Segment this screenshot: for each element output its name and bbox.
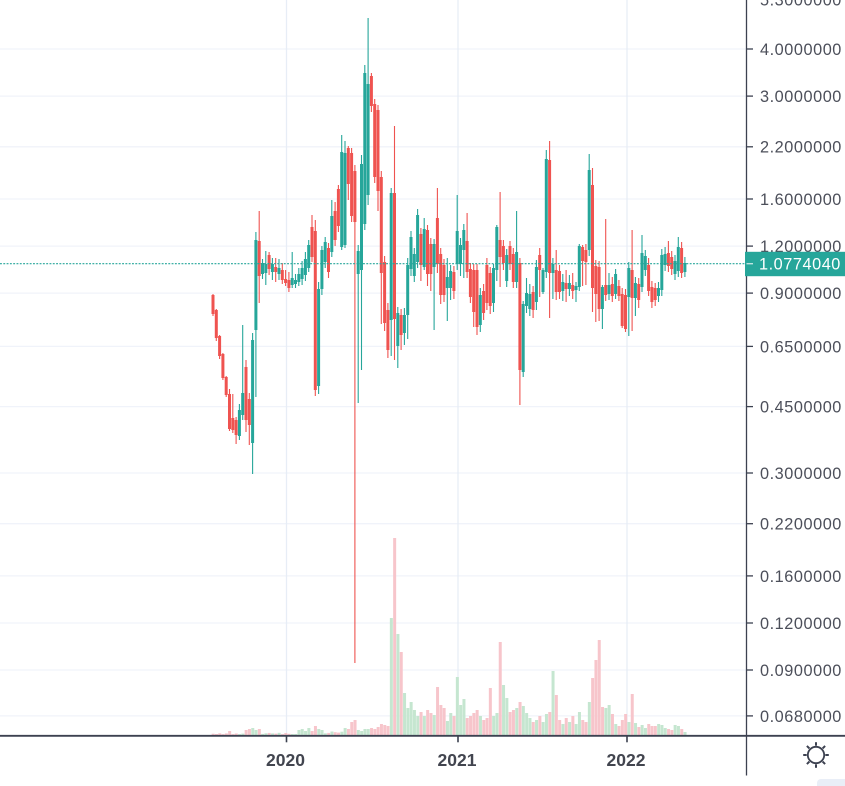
svg-text:2.2000000: 2.2000000 bbox=[760, 139, 842, 157]
svg-text:2020: 2020 bbox=[266, 750, 305, 770]
svg-text:0.1600000: 0.1600000 bbox=[760, 568, 842, 586]
svg-text:0.1200000: 0.1200000 bbox=[760, 615, 842, 633]
svg-text:2021: 2021 bbox=[438, 750, 477, 770]
svg-text:0.0680000: 0.0680000 bbox=[760, 708, 842, 726]
svg-text:4.0000000: 4.0000000 bbox=[760, 41, 842, 59]
svg-text:0.0900000: 0.0900000 bbox=[760, 662, 842, 680]
svg-text:1.6000000: 1.6000000 bbox=[760, 191, 842, 209]
svg-text:3.0000000: 3.0000000 bbox=[760, 88, 842, 106]
svg-text:1.0774040: 1.0774040 bbox=[759, 256, 841, 274]
svg-text:1.2000000: 1.2000000 bbox=[760, 238, 842, 256]
svg-text:0.2200000: 0.2200000 bbox=[760, 516, 842, 534]
svg-text:0.9000000: 0.9000000 bbox=[760, 285, 842, 303]
svg-text:0.4500000: 0.4500000 bbox=[760, 399, 842, 417]
svg-text:0.6500000: 0.6500000 bbox=[760, 338, 842, 356]
svg-text:2022: 2022 bbox=[607, 750, 646, 770]
svg-text:0.3000000: 0.3000000 bbox=[760, 465, 842, 483]
svg-text:5.3000000: 5.3000000 bbox=[760, 0, 842, 9]
